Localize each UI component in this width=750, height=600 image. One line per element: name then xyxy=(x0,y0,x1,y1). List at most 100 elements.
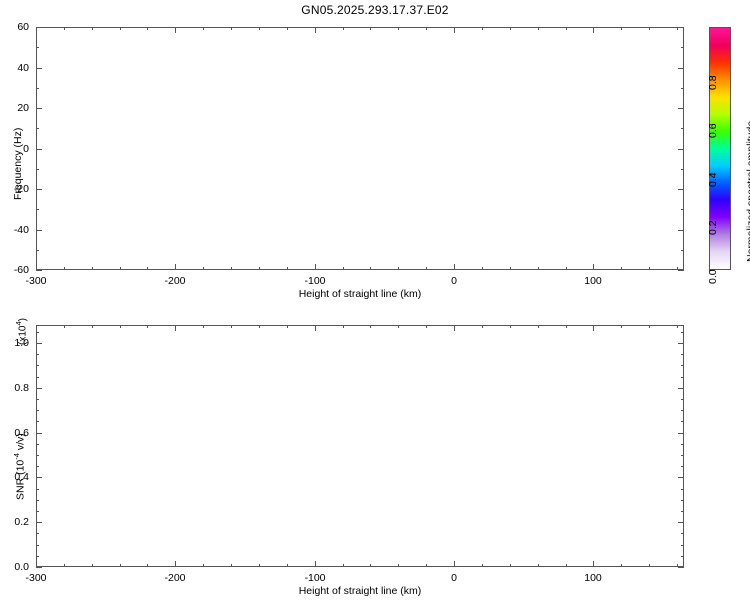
colorbar-tick xyxy=(709,76,713,77)
y-minor-tick xyxy=(36,209,39,210)
y-major-tick xyxy=(36,189,42,190)
x-tick-label: -100 xyxy=(304,572,326,584)
y-minor-tick-right xyxy=(681,533,684,534)
x-minor-tick-top xyxy=(370,325,371,328)
y-major-tick-right xyxy=(678,230,684,231)
x-major-tick-top xyxy=(36,325,37,331)
y-minor-tick xyxy=(36,169,39,170)
colorbar-tick-label: 0.4 xyxy=(707,172,719,187)
y-tick-label: 20 xyxy=(17,102,29,114)
y-major-tick xyxy=(36,567,42,568)
figure-title: GN05.2025.293.17.37.E02 xyxy=(301,3,449,17)
x-minor-tick xyxy=(538,267,539,270)
snr-xaxis-title: Height of straight line (km) xyxy=(298,585,422,597)
y-minor-tick-right xyxy=(681,444,684,445)
y-minor-tick xyxy=(36,444,39,445)
y-minor-tick-right xyxy=(681,421,684,422)
x-minor-tick xyxy=(482,564,483,567)
y-minor-tick-right xyxy=(681,365,684,366)
x-minor-tick xyxy=(343,267,344,270)
x-minor-tick-top xyxy=(649,27,650,30)
x-minor-tick xyxy=(566,564,567,567)
spectrogram-xaxis-title: Height of straight line (km) xyxy=(298,288,422,300)
y-tick-label: 0.4 xyxy=(14,471,29,483)
colorbar-title: Normalized spectral amplitude xyxy=(745,120,750,262)
x-minor-tick-top xyxy=(566,27,567,30)
x-minor-tick xyxy=(621,564,622,567)
y-major-tick-right xyxy=(678,388,684,389)
x-minor-tick xyxy=(92,267,93,270)
x-major-tick xyxy=(454,264,455,270)
y-major-tick xyxy=(36,149,42,150)
x-minor-tick xyxy=(343,564,344,567)
x-minor-tick xyxy=(147,564,148,567)
y-major-tick xyxy=(36,230,42,231)
x-minor-tick-top xyxy=(426,325,427,328)
x-major-tick-top xyxy=(454,27,455,33)
y-minor-tick xyxy=(36,88,39,89)
spectrogram-frame xyxy=(36,27,684,270)
x-minor-tick xyxy=(120,267,121,270)
x-minor-tick-top xyxy=(287,325,288,328)
y-minor-tick xyxy=(36,250,39,251)
y-major-tick-right xyxy=(678,522,684,523)
x-major-tick xyxy=(593,561,594,567)
y-tick-label: -20 xyxy=(13,183,29,195)
y-major-tick xyxy=(36,522,42,523)
x-minor-tick xyxy=(621,267,622,270)
y-minor-tick xyxy=(36,533,39,534)
x-minor-tick xyxy=(649,267,650,270)
y-minor-tick xyxy=(36,47,39,48)
y-major-tick xyxy=(36,433,42,434)
y-major-tick-right xyxy=(678,27,684,28)
x-minor-tick xyxy=(203,564,204,567)
x-minor-tick-top xyxy=(510,325,511,328)
colorbar-tick-label: 0.0 xyxy=(707,269,719,284)
y-major-tick-right xyxy=(678,189,684,190)
y-tick-label: 60 xyxy=(17,21,29,33)
x-minor-tick-top xyxy=(231,325,232,328)
y-minor-tick-right xyxy=(681,489,684,490)
x-minor-tick-top xyxy=(538,27,539,30)
y-tick-label: -60 xyxy=(13,264,29,276)
x-major-tick xyxy=(593,264,594,270)
y-minor-tick-right xyxy=(681,47,684,48)
x-minor-tick-top xyxy=(621,27,622,30)
x-major-tick-top xyxy=(175,325,176,331)
x-minor-tick-top xyxy=(621,325,622,328)
x-minor-tick xyxy=(231,267,232,270)
y-minor-tick-right xyxy=(681,128,684,129)
y-tick-label: 0.2 xyxy=(14,516,29,528)
colorbar-tick xyxy=(709,270,713,271)
snr-yaxis-title: SNR (10-4 v/v) xyxy=(12,433,27,500)
x-minor-tick xyxy=(677,267,678,270)
x-tick-label: -100 xyxy=(304,275,326,287)
x-minor-tick-top xyxy=(259,27,260,30)
x-major-tick-top xyxy=(593,325,594,331)
x-minor-tick xyxy=(147,267,148,270)
y-minor-tick xyxy=(36,354,39,355)
y-minor-tick xyxy=(36,556,39,557)
x-tick-label: 100 xyxy=(584,275,602,287)
x-major-tick xyxy=(315,561,316,567)
y-minor-tick-right xyxy=(681,466,684,467)
y-tick-label: 0 xyxy=(23,143,29,155)
x-minor-tick-top xyxy=(510,27,511,30)
colorbar-tick-label: 0.2 xyxy=(707,220,719,235)
colorbar-tick-label: 0.6 xyxy=(707,123,719,138)
x-major-tick xyxy=(36,561,37,567)
x-minor-tick-top xyxy=(120,27,121,30)
x-minor-tick-top xyxy=(203,27,204,30)
x-minor-tick xyxy=(287,564,288,567)
colorbar-tick xyxy=(709,124,713,125)
y-major-tick-right xyxy=(678,149,684,150)
x-minor-tick xyxy=(426,564,427,567)
x-tick-label: -300 xyxy=(25,275,47,287)
y-minor-tick-right xyxy=(681,545,684,546)
y-minor-tick-right xyxy=(681,399,684,400)
y-major-tick xyxy=(36,68,42,69)
y-minor-tick-right xyxy=(681,556,684,557)
x-minor-tick xyxy=(538,564,539,567)
x-tick-label: -200 xyxy=(164,572,186,584)
